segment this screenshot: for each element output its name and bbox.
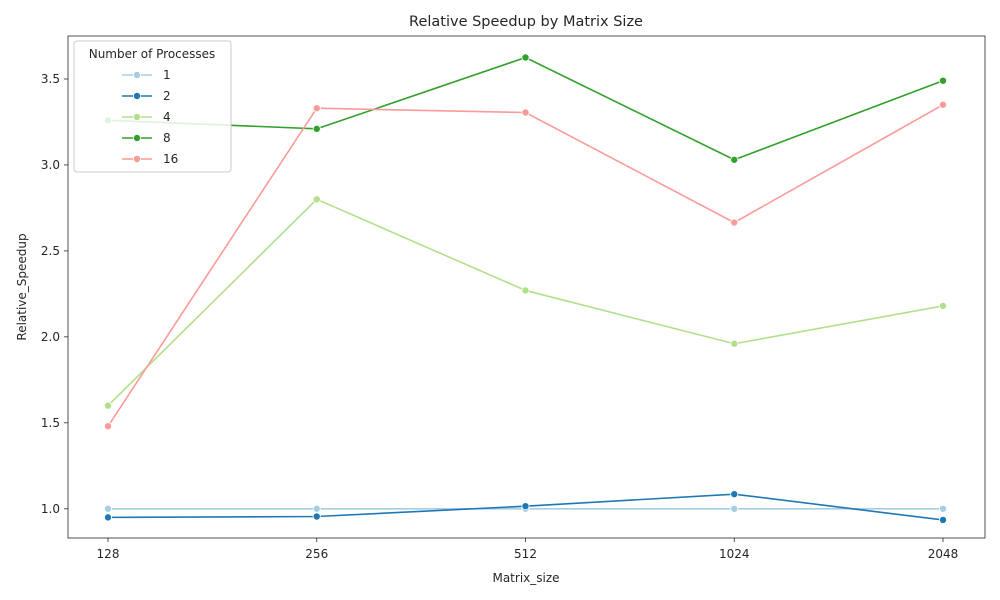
y-tick-label: 2.0	[41, 330, 60, 344]
series-2	[104, 490, 948, 524]
y-tick-label: 1.0	[41, 502, 60, 516]
data-point	[312, 504, 321, 513]
series-group	[104, 53, 948, 524]
x-tick-label: 128	[97, 547, 120, 561]
legend-label: 8	[163, 131, 171, 145]
y-tick-label: 1.5	[41, 416, 60, 430]
legend-marker	[132, 154, 141, 163]
x-tick-label: 2048	[928, 547, 959, 561]
y-tick-label: 2.5	[41, 244, 60, 258]
data-point	[104, 401, 113, 410]
data-point	[939, 515, 948, 524]
data-point	[730, 218, 739, 227]
y-axis-label: Relative_Speedup	[15, 233, 29, 340]
data-point	[730, 339, 739, 348]
data-point	[939, 301, 948, 310]
series-line-4	[107, 198, 944, 407]
legend-marker	[132, 92, 141, 101]
x-tick-label: 512	[514, 547, 537, 561]
legend-entry-8: 8	[122, 131, 171, 145]
y-tick-label: 3.0	[41, 158, 60, 172]
legend-label: 16	[163, 152, 178, 166]
y-axis-ticks: 1.0 1.5 2.0 2.5 3.0 3.5	[41, 72, 68, 516]
legend-box	[73, 40, 232, 173]
legend-entry-2: 2	[122, 89, 171, 103]
data-point	[104, 504, 113, 513]
legend-entry-4: 4	[122, 110, 171, 124]
data-point	[312, 124, 321, 133]
legend-title: Number of Processes	[89, 47, 216, 61]
legend-entry-1: 1	[122, 68, 171, 82]
data-point	[521, 286, 530, 295]
legend-marker	[132, 71, 141, 80]
data-point	[104, 513, 113, 522]
plot-area	[67, 35, 986, 539]
data-point	[521, 502, 530, 511]
data-point	[312, 104, 321, 113]
y-tick-label: 3.5	[41, 72, 60, 86]
legend-label: 2	[163, 89, 171, 103]
data-point	[730, 490, 739, 499]
series-16	[104, 100, 948, 431]
legend: Number of Processes 1 2 4 8 16	[73, 40, 232, 173]
data-point	[730, 504, 739, 513]
legend-entry-16: 16	[122, 152, 178, 166]
data-point	[104, 422, 113, 431]
x-axis-label: Matrix_size	[492, 571, 559, 585]
data-point	[312, 195, 321, 204]
data-point	[521, 53, 530, 62]
series-4	[104, 195, 948, 410]
data-point	[939, 100, 948, 109]
x-axis-ticks: 128 256 512 1024 2048	[97, 538, 959, 561]
legend-label: 1	[163, 68, 171, 82]
data-point	[521, 108, 530, 117]
data-point	[939, 76, 948, 85]
chart-title: Relative Speedup by Matrix Size	[409, 14, 643, 30]
data-point	[312, 512, 321, 521]
legend-marker	[132, 133, 141, 142]
data-point	[730, 155, 739, 164]
plot-frame	[67, 35, 986, 539]
legend-marker	[132, 113, 141, 122]
data-point	[939, 504, 948, 513]
x-tick-label: 256	[305, 547, 328, 561]
series-line-16	[107, 104, 944, 427]
x-tick-label: 1024	[719, 547, 750, 561]
legend-label: 4	[163, 110, 171, 124]
